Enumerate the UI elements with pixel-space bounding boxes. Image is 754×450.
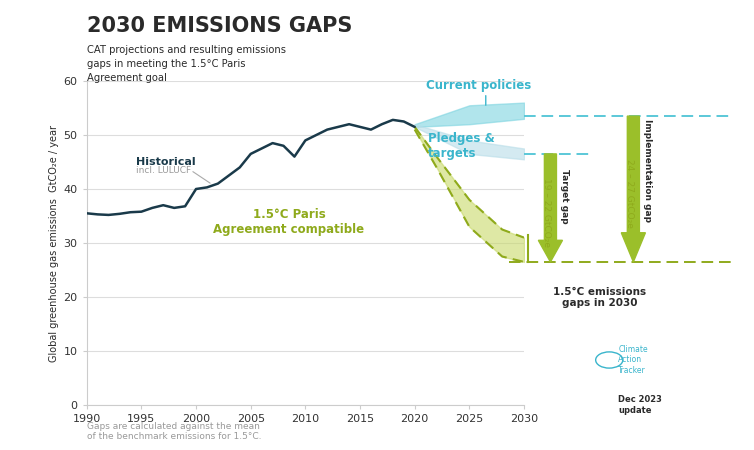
- Text: Current policies: Current policies: [426, 79, 531, 92]
- Text: 1.5°C Paris
Agreement compatible: 1.5°C Paris Agreement compatible: [213, 208, 364, 236]
- FancyArrow shape: [538, 154, 562, 262]
- Text: Historical: Historical: [136, 157, 195, 166]
- Text: Climate
Action
Tracker: Climate Action Tracker: [618, 345, 648, 375]
- Text: Pledges &
targets: Pledges & targets: [428, 132, 495, 160]
- Text: Gaps are calculated against the mean
of the benchmark emissions for 1.5°C.: Gaps are calculated against the mean of …: [87, 422, 261, 441]
- Text: Dec 2023
update: Dec 2023 update: [618, 395, 662, 415]
- Text: Target gap: Target gap: [560, 169, 569, 224]
- Text: 1.5°C emissions
gaps in 2030: 1.5°C emissions gaps in 2030: [553, 287, 646, 308]
- Text: 2030 EMISSIONS GAPS: 2030 EMISSIONS GAPS: [87, 16, 352, 36]
- Text: CAT projections and resulting emissions
gaps in meeting the 1.5°C Paris
Agreemen: CAT projections and resulting emissions …: [87, 45, 286, 83]
- Text: 24 – 27 GtCO₂e: 24 – 27 GtCO₂e: [625, 159, 634, 228]
- Y-axis label: Global greenhouse gas emissions  GtCO₂e / year: Global greenhouse gas emissions GtCO₂e /…: [50, 125, 60, 361]
- Text: 19 – 22 GtCO₂e: 19 – 22 GtCO₂e: [542, 178, 551, 247]
- Text: Implementation gap: Implementation gap: [643, 120, 652, 222]
- Text: incl. LULUCF: incl. LULUCF: [136, 166, 191, 175]
- FancyArrow shape: [621, 116, 645, 262]
